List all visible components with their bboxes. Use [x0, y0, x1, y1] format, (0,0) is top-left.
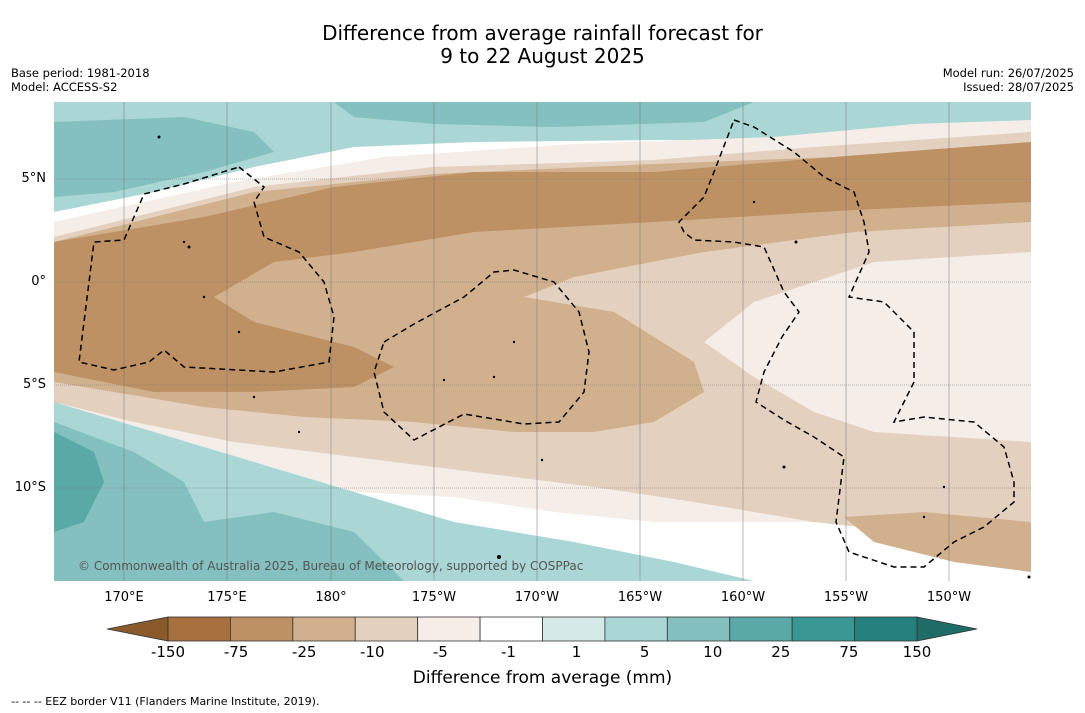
map-title-line2: 9 to 22 August 2025 [440, 44, 645, 68]
wet-region-north [54, 102, 1031, 212]
wet-region-south-core [54, 422, 404, 581]
lon-label-180: 180° [315, 590, 347, 605]
copyright-notice: © Commonwealth of Australia 2025, Bureau… [78, 559, 584, 573]
wet-region-south-strong [54, 432, 104, 532]
colorbar-tick-label: -5 [432, 643, 448, 661]
colorbar-cell [729, 616, 793, 642]
wet-region-northeast [334, 102, 754, 127]
colorbar-cell [417, 616, 481, 642]
colorbar-tick-label: 25 [771, 643, 791, 661]
lat-label-5n: 5°N [21, 171, 47, 186]
lon-label-165w: 165°W [617, 590, 663, 605]
lat-label-5s: 5°S [22, 377, 46, 392]
map-title-line1: Difference from average rainfall forecas… [322, 21, 763, 45]
colorbar-cell [354, 616, 419, 642]
colorbar-tick-label: -150 [150, 643, 186, 661]
dry-region-southeast [844, 512, 1031, 572]
eez-footnote: -- -- -- EEZ border V11 (Flanders Marine… [11, 695, 320, 708]
lon-label-175w: 175°W [411, 590, 457, 605]
colorbar-label: Difference from average (mm) [412, 668, 673, 688]
eez-borders [78, 119, 1015, 568]
colorbar-high-arrow [916, 616, 978, 642]
colorbar-tick-label: -10 [360, 643, 385, 661]
colorbar-tick-label: -75 [223, 643, 249, 661]
colorbar-cell [292, 616, 356, 642]
colorbar-cell [604, 616, 668, 642]
wet-region-north-core [54, 117, 274, 197]
islands [157, 135, 1031, 579]
colorbar-tick-label: 1 [571, 643, 582, 661]
rainfall-anomaly-map [54, 102, 1031, 581]
meta-left: Base period: 1981-2018 Model: ACCESS-S2 [11, 66, 150, 94]
colorbar-cell [854, 616, 918, 642]
colorbar-tick-label: 10 [703, 643, 723, 661]
colorbar-tick-label: 5 [639, 643, 650, 661]
colorbar [107, 616, 978, 642]
dry-region-very-strong [54, 142, 1031, 392]
colorbar-cell [542, 616, 606, 642]
colorbar-tick-label: -1 [500, 643, 516, 661]
model-run: Model run: 26/07/2025 [942, 66, 1074, 80]
lon-label-170e: 170°E [104, 590, 144, 605]
lat-label-10s: 10°S [14, 480, 46, 495]
lon-label-150w: 150°W [926, 590, 972, 605]
base-period: Base period: 1981-2018 [11, 66, 150, 80]
lon-label-160w: 160°W [720, 590, 766, 605]
colorbar-cell [230, 616, 294, 642]
colorbar-tick-label: -25 [291, 643, 317, 661]
lon-label-155w: 155°W [823, 590, 869, 605]
colorbar-tick-label: 75 [839, 643, 859, 661]
lat-label-0: 0° [31, 274, 46, 289]
colorbar-cell [791, 616, 855, 642]
issued-date: Issued: 28/07/2025 [963, 80, 1074, 94]
colorbar-cell [666, 616, 731, 642]
colorbar-cells [167, 616, 918, 642]
colorbar-cell [479, 616, 543, 642]
meta-right: Model run: 26/07/2025 Issued: 28/07/2025 [943, 66, 1074, 94]
colorbar-cell [167, 616, 231, 642]
lon-label-175e: 175°E [207, 590, 247, 605]
model-name: Model: ACCESS-S2 [11, 80, 118, 94]
lon-label-170w: 170°W [514, 590, 560, 605]
gridlines [54, 102, 1031, 581]
colorbar-tick-label: 150 [902, 643, 932, 661]
colorbar-low-arrow [107, 616, 169, 642]
